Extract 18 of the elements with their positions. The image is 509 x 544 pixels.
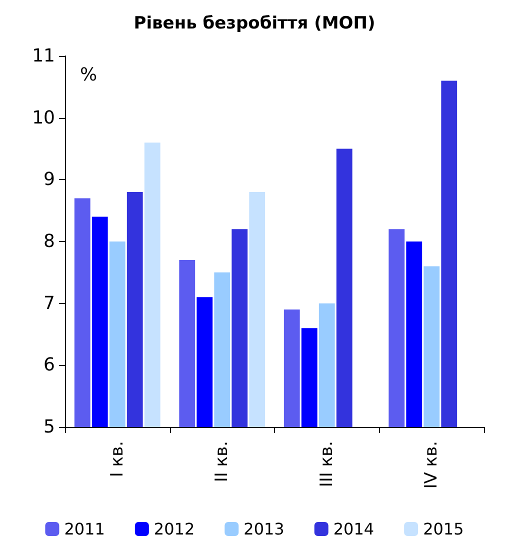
- y-tick-label: 10: [32, 107, 55, 128]
- x-tick-label: III кв.: [316, 441, 337, 488]
- legend-label: 2012: [154, 520, 195, 538]
- legend-label: 2014: [333, 520, 374, 538]
- y-tick-label: 11: [32, 46, 55, 66]
- annotation: %: [80, 64, 98, 86]
- legend-label: 2011: [64, 520, 105, 538]
- y-tick-label: 6: [44, 354, 55, 376]
- y-tick-label: 8: [44, 231, 55, 252]
- legend-label: 2015: [423, 520, 464, 538]
- legend-label: 2013: [244, 520, 284, 538]
- y-tick-label: 9: [44, 169, 55, 190]
- x-tick-label: IV кв.: [422, 441, 442, 489]
- x-tick-label: II кв.: [212, 441, 232, 482]
- x-tick-label: I кв.: [107, 441, 128, 478]
- y-tick-label: 7: [44, 292, 55, 314]
- y-tick-label: 5: [44, 416, 55, 438]
- chart-title: Рівень безробіття (МОП): [134, 14, 376, 34]
